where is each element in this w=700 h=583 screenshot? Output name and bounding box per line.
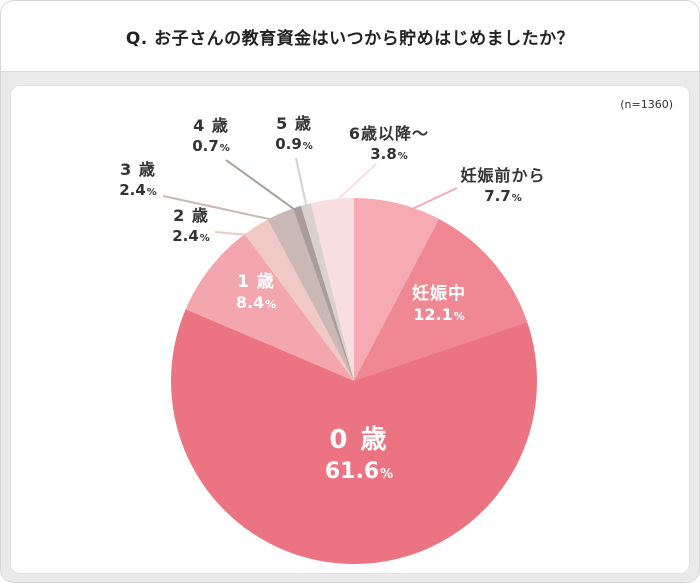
slice-label-age0: 0 歳 61.6% (289, 424, 429, 486)
percent-sign: % (146, 186, 157, 198)
slice-label-age6plus: 6歳以降〜 3.8% (329, 124, 449, 164)
percent-sign: % (199, 232, 210, 244)
slice-value: 2.4 (119, 180, 146, 199)
percent-sign: % (302, 140, 313, 152)
slice-value-line: 0.9% (264, 135, 324, 155)
slice-value: 2.4 (172, 226, 199, 245)
slice-value: 0.9 (275, 134, 302, 153)
slice-name: 6歳以降〜 (348, 124, 430, 143)
slice-name: 3 歳 (120, 160, 156, 179)
leader-line-age4 (225, 159, 299, 213)
slice-name: 5 歳 (276, 114, 312, 133)
slice-value-line: 3.8% (329, 145, 449, 165)
pie-chart (171, 198, 537, 564)
chart-card: (n=1360) 3 歳 2.4% 2 歳 2.4% 4 歳 0.7% 5 歳 … (10, 85, 690, 574)
slice-value-line: 8.4% (196, 293, 316, 314)
slice-name: 1 歳 (237, 272, 275, 292)
slice-value: 12.1 (413, 305, 453, 325)
slice-value: 0.7 (192, 136, 219, 155)
slice-label-during-pregnancy: 妊娠中 12.1% (379, 283, 499, 326)
slice-value: 7.7 (484, 186, 511, 205)
slice-label-age3: 3 歳 2.4% (108, 160, 168, 200)
slice-value-line: 61.6% (289, 458, 429, 487)
slice-value: 61.6 (324, 458, 380, 484)
slice-label-age1: 1 歳 8.4% (196, 271, 316, 314)
slice-name: 0 歳 (329, 425, 389, 455)
percent-sign: % (265, 298, 277, 312)
percent-sign: % (219, 142, 230, 154)
slice-name: 2 歳 (173, 206, 209, 225)
leader-line-age5 (295, 157, 308, 210)
percent-sign: % (453, 310, 465, 324)
page-title: Q. お子さんの教育資金はいつから貯めはじめましたか？ (125, 28, 575, 49)
percent-sign: % (380, 466, 394, 482)
slice-label-age5: 5 歳 0.9% (264, 114, 324, 154)
slice-value-line: 7.7% (443, 187, 563, 207)
slice-label-before-pregnancy: 妊娠前から 7.7% (443, 166, 563, 206)
slice-name: 4 歳 (193, 116, 229, 135)
slice-label-age2: 2 歳 2.4% (161, 206, 221, 246)
percent-sign: % (397, 150, 408, 162)
percent-sign: % (511, 192, 522, 204)
sample-size: (n=1360) (620, 98, 673, 111)
title-bar: Q. お子さんの教育資金はいつから貯めはじめましたか？ (1, 1, 699, 72)
slice-value-line: 12.1% (379, 305, 499, 326)
slice-name: 妊娠中 (412, 284, 466, 304)
slice-name: 妊娠前から (460, 166, 546, 185)
slice-value-line: 2.4% (161, 227, 221, 247)
slice-value: 8.4 (235, 293, 265, 313)
slice-value-line: 2.4% (108, 181, 168, 201)
slice-value: 3.8 (370, 144, 397, 163)
slice-value-line: 0.7% (181, 137, 241, 157)
slice-label-age4: 4 歳 0.7% (181, 116, 241, 156)
